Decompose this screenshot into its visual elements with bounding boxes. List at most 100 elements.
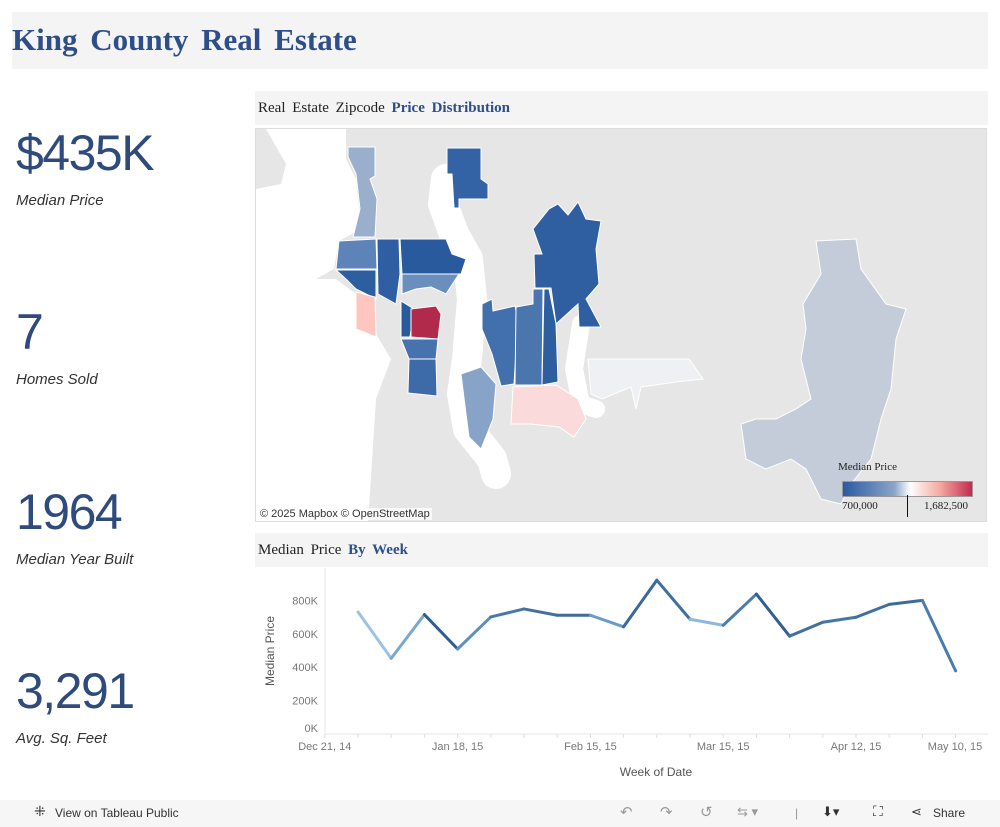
- data-point: [622, 625, 625, 628]
- x-tick-label: May 10, 15: [928, 741, 982, 753]
- data-point: [456, 647, 459, 650]
- data-point: [489, 615, 492, 618]
- line-segment: [422, 613, 460, 651]
- tableau-toolbar: ⁜ View on Tableau Public ↶ ↷ ↺ ⇆ ▾ | ⬇▾ …: [0, 800, 1000, 827]
- zipcode-region: [376, 238, 401, 305]
- line-segment: [788, 620, 825, 638]
- y-tick-label: 0K: [305, 723, 319, 735]
- map-attribution[interactable]: © 2025 Mapbox © OpenStreetMap: [258, 508, 432, 520]
- y-tick-label: 600K: [292, 629, 318, 641]
- zipcode-region: [514, 288, 544, 386]
- line-segment: [688, 617, 725, 627]
- zipcode-region: [481, 298, 519, 387]
- kpi-label: Homes Sold: [16, 371, 98, 388]
- undo-icon[interactable]: ↶: [620, 804, 633, 821]
- zipcode-region: [334, 269, 377, 300]
- kpi-value: 1964: [16, 484, 123, 540]
- x-tick-label: Apr 12, 15: [831, 741, 882, 753]
- kpi-year-built: 1964 Median Year Built: [16, 487, 133, 568]
- data-point: [888, 603, 891, 606]
- toolbar-divider: |: [795, 806, 799, 820]
- zipcode-region: [460, 366, 497, 450]
- data-point: [788, 635, 791, 638]
- line-segment: [920, 598, 958, 673]
- data-point: [689, 618, 692, 621]
- zipcode-map[interactable]: Median Price 700,000 1,682,500 © 2025 Ma…: [255, 128, 987, 522]
- refresh-icon[interactable]: ⇆ ▾: [737, 804, 759, 819]
- data-point: [655, 579, 658, 582]
- x-axis-title: Week of Date: [620, 765, 693, 779]
- legend-title: Median Price: [838, 461, 897, 473]
- revert-icon[interactable]: ↺: [700, 804, 713, 821]
- legend-max: 1,682,500: [924, 500, 968, 512]
- line-segment: [854, 602, 891, 619]
- line-segment: [655, 578, 692, 621]
- view-on-tableau-link[interactable]: View on Tableau Public: [55, 806, 179, 820]
- line-segment: [622, 578, 659, 629]
- zipcode-region: [446, 147, 489, 209]
- lake-sammamish-water: [564, 315, 605, 418]
- line-segment: [389, 613, 426, 660]
- chart-title-plain: Median Price: [258, 542, 342, 558]
- zipcode-region: [335, 238, 378, 270]
- data-point: [556, 614, 559, 617]
- zipcode-region: [400, 338, 439, 360]
- line-segment: [489, 607, 526, 619]
- zipcode-region: [355, 291, 377, 338]
- zipcode-region: [541, 288, 559, 386]
- data-point: [722, 624, 725, 627]
- tableau-logo-icon: ⁜: [34, 803, 46, 819]
- data-point: [821, 621, 824, 624]
- kpi-homes-sold: 7 Homes Sold: [16, 307, 98, 388]
- zipcode-region: [532, 201, 602, 328]
- kpi-value: $435K: [16, 125, 155, 181]
- kpi-median-price: $435K Median Price: [16, 125, 155, 209]
- zipcode-region: [401, 273, 460, 295]
- data-point: [423, 613, 426, 616]
- share-icon[interactable]: ⋖: [911, 804, 922, 819]
- y-tick-label: 400K: [292, 662, 318, 674]
- x-tick-label: Feb 15, 15: [564, 741, 617, 753]
- data-point: [755, 593, 758, 596]
- data-point: [390, 657, 393, 660]
- y-axis-title: Median Price: [263, 616, 277, 686]
- x-tick-label: Jan 18, 15: [432, 741, 483, 753]
- zipcode-region: [740, 238, 907, 505]
- kpi-label: Median Price: [16, 192, 104, 209]
- fullscreen-icon[interactable]: ⛶: [873, 803, 883, 819]
- download-icon[interactable]: ⬇▾: [822, 804, 840, 819]
- title-bar: [12, 12, 988, 69]
- map-title: Real Estate Zipcode Price Distribution: [255, 91, 988, 125]
- data-point: [523, 607, 526, 610]
- data-point: [921, 599, 924, 602]
- map-title-plain: Real Estate Zipcode: [258, 100, 385, 116]
- line-segment: [887, 598, 924, 606]
- kpi-label: Avg. Sq. Feet: [16, 730, 107, 747]
- line-segment: [754, 592, 792, 638]
- legend-marker: [907, 495, 908, 517]
- map-shapes: [256, 129, 907, 521]
- chart-title-bold: By Week: [348, 542, 408, 558]
- chart-title: Median Price By Week: [255, 533, 988, 567]
- share-button[interactable]: Share: [933, 806, 966, 820]
- line-segment: [456, 615, 493, 651]
- map-title-bold: Price Distribution: [391, 100, 510, 116]
- dashboard-title: King County Real Estate: [12, 22, 357, 57]
- x-tick-label: Mar 15, 15: [697, 741, 750, 753]
- y-tick-label: 800K: [292, 595, 318, 607]
- redo-icon[interactable]: ↷: [660, 804, 673, 821]
- line-segment: [522, 607, 559, 617]
- zipcode-region: [510, 384, 587, 438]
- kpi-value: 7: [16, 304, 44, 360]
- legend-min: 700,000: [842, 500, 878, 512]
- kpi-value: 3,291: [16, 663, 135, 719]
- median-price-line-chart[interactable]: 0K 200K 400K 600K 800K Dec 21, 14 Jan 18, 15 Fe…: [255, 568, 988, 788]
- x-tick-label: Dec 21, 14: [298, 741, 351, 753]
- zipcode-region: [410, 305, 442, 340]
- y-tick-label: 200K: [292, 696, 318, 708]
- data-point: [855, 616, 858, 619]
- zipcode-region: [407, 358, 438, 397]
- data-point: [954, 669, 957, 672]
- zipcode-region: [347, 146, 378, 238]
- line-segment: [821, 615, 858, 624]
